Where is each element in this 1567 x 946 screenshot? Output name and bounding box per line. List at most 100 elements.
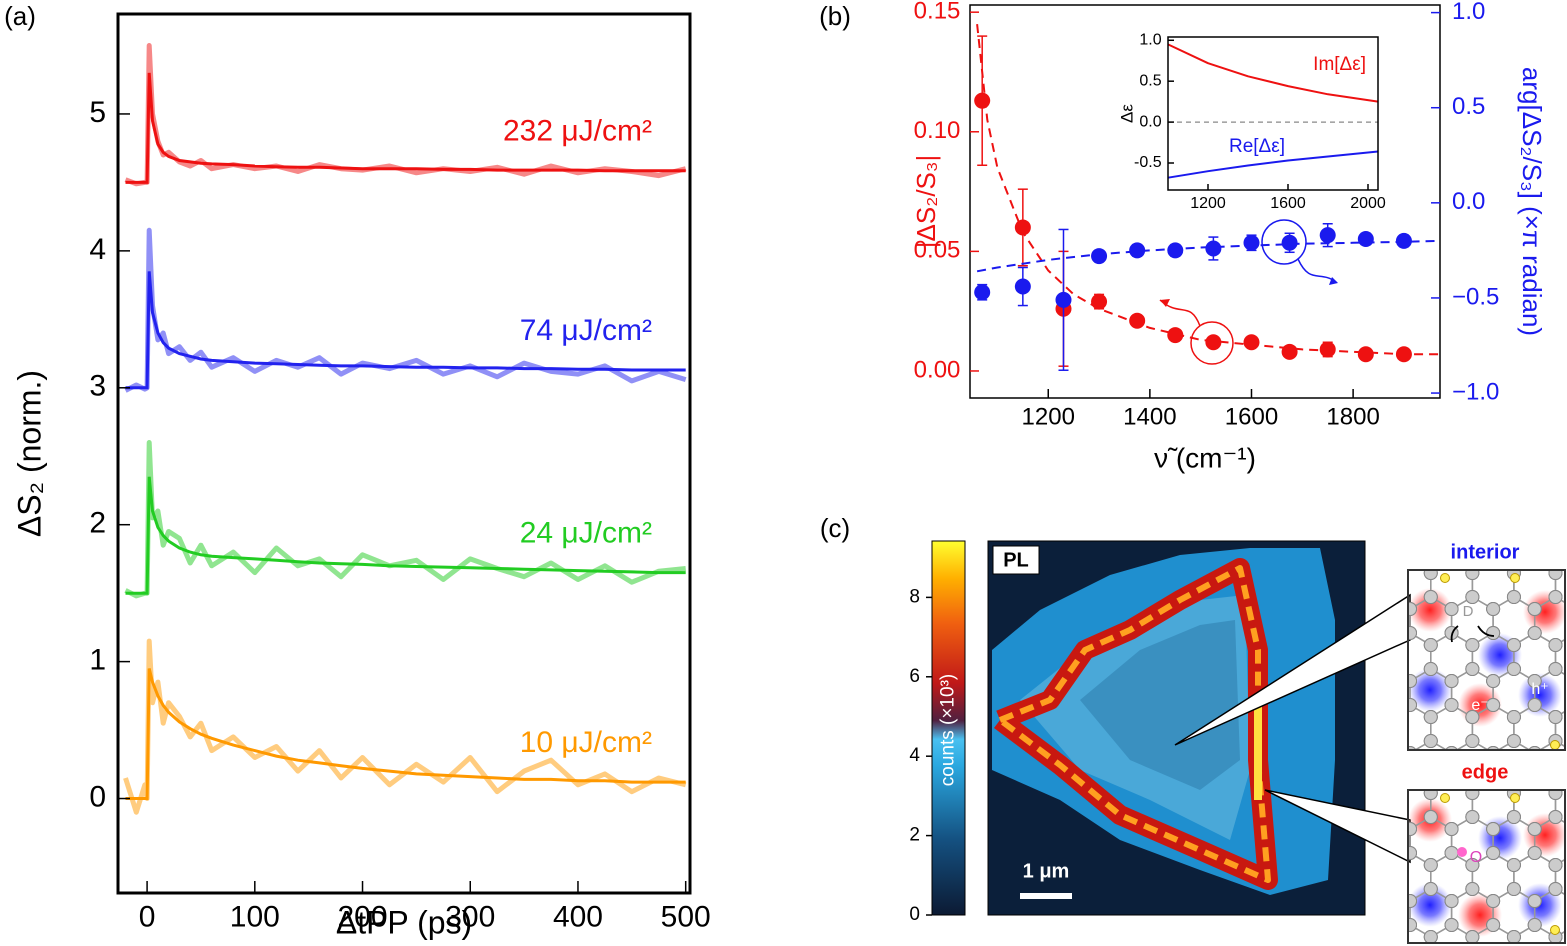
lattice-atom bbox=[1444, 894, 1459, 908]
lattice-atom bbox=[1362, 919, 1375, 932]
hop-arrow bbox=[1477, 625, 1495, 637]
lattice-bond bbox=[1368, 525, 1410, 573]
lattice-atom bbox=[1548, 858, 1563, 872]
lattice-atom bbox=[1383, 711, 1396, 724]
lattice-bond bbox=[1408, 678, 1411, 708]
lattice-atom bbox=[1383, 663, 1396, 676]
y-tick-label: 0.0 bbox=[1139, 113, 1161, 130]
lattice-atom bbox=[1408, 626, 1417, 640]
lattice-atom bbox=[1527, 894, 1542, 908]
schematic-title: interior bbox=[1451, 541, 1520, 563]
lattice-atom bbox=[1383, 787, 1396, 800]
point bbox=[1281, 343, 1298, 360]
annotation-arrowhead bbox=[1160, 299, 1170, 307]
lattice-atom bbox=[1383, 735, 1396, 748]
lattice-bond bbox=[1368, 741, 1410, 789]
lattice-atom bbox=[1445, 775, 1458, 788]
y-tick-label: 0.5 bbox=[1139, 72, 1161, 89]
point bbox=[1129, 242, 1146, 259]
lattice-atom bbox=[1444, 602, 1459, 616]
lattice-atom bbox=[1444, 846, 1459, 860]
lattice-bond bbox=[1471, 570, 1515, 610]
x-tick-label: 100 bbox=[230, 900, 280, 933]
x-tick-label: 1600 bbox=[1225, 404, 1278, 431]
lattice-atom bbox=[1404, 775, 1417, 788]
point bbox=[1014, 278, 1031, 295]
point bbox=[1091, 248, 1108, 265]
lattice-atom bbox=[1444, 918, 1459, 932]
lattice-atom bbox=[1341, 931, 1354, 944]
lattice-atom bbox=[1548, 882, 1563, 896]
lattice-atom bbox=[1445, 775, 1458, 788]
fit-line bbox=[125, 72, 686, 184]
point bbox=[1091, 293, 1108, 310]
lattice-atom bbox=[1423, 570, 1438, 580]
lattice-atom bbox=[1445, 751, 1458, 764]
lattice-atom bbox=[1528, 555, 1541, 568]
lattice-atom bbox=[1548, 662, 1563, 676]
lattice-atom bbox=[1383, 859, 1396, 872]
x-tick-label: 400 bbox=[553, 900, 603, 933]
y-tick-label: 8 bbox=[909, 586, 920, 607]
lattice-atom bbox=[1527, 674, 1542, 688]
lattice-atom bbox=[1423, 790, 1438, 800]
lattice-atom bbox=[1528, 746, 1542, 750]
lattice-atom bbox=[1408, 822, 1417, 836]
lattice-atom bbox=[1528, 555, 1541, 568]
lattice-atom bbox=[1383, 711, 1396, 724]
lattice-atom bbox=[1548, 590, 1563, 604]
point bbox=[1167, 327, 1184, 344]
lattice-atom bbox=[1383, 883, 1396, 896]
lattice-atom bbox=[1423, 590, 1438, 604]
lattice-bond bbox=[1408, 704, 1432, 750]
lattice-atom bbox=[1404, 751, 1417, 764]
lattice-atom bbox=[1465, 710, 1480, 724]
schematic-frame bbox=[1407, 569, 1566, 751]
edge-atom bbox=[1550, 925, 1560, 935]
x-tick-label: 1600 bbox=[1270, 195, 1306, 212]
point bbox=[1129, 312, 1146, 329]
point bbox=[1395, 346, 1412, 363]
series-label: Re[Δε] bbox=[1229, 136, 1285, 157]
lattice-atom bbox=[1506, 930, 1521, 943]
lattice-atom bbox=[1408, 918, 1417, 932]
fit-line bbox=[125, 668, 686, 800]
map-title: PL bbox=[1003, 549, 1029, 571]
y-tick-label: 0.15 bbox=[914, 0, 961, 25]
annotation-arrow bbox=[1297, 258, 1337, 283]
panel-label: (a) bbox=[4, 1, 36, 31]
lattice-atom bbox=[1506, 590, 1521, 604]
y-axis-label: counts (×10³) bbox=[938, 674, 959, 786]
lattice-atom bbox=[1486, 698, 1501, 712]
point bbox=[1357, 346, 1374, 363]
lattice-atom bbox=[1527, 822, 1542, 836]
x-tick-label: 300 bbox=[445, 900, 495, 933]
x-tick-label: 1200 bbox=[1190, 195, 1226, 212]
lattice-atom bbox=[1528, 771, 1541, 784]
lattice-atom bbox=[1465, 570, 1480, 580]
series-label: 10 μJ/cm² bbox=[520, 726, 652, 759]
lattice-atom bbox=[1527, 626, 1542, 640]
lattice-atom bbox=[1383, 567, 1396, 580]
lattice-atom bbox=[1527, 602, 1542, 616]
lattice-atom bbox=[1383, 591, 1396, 604]
lattice-atom bbox=[1465, 858, 1480, 872]
lattice-atom bbox=[1423, 882, 1438, 896]
point bbox=[1281, 234, 1298, 251]
edge-atom bbox=[1440, 793, 1450, 803]
lattice-atom bbox=[1465, 882, 1480, 896]
lattice-atom bbox=[1408, 674, 1417, 688]
lattice-atom bbox=[1383, 883, 1396, 896]
lattice-atom bbox=[1383, 931, 1396, 944]
lattice-bond bbox=[1548, 790, 1563, 794]
lattice-atom bbox=[1486, 846, 1501, 860]
lattice-atom bbox=[1383, 735, 1396, 748]
lattice-atom bbox=[1486, 822, 1501, 836]
schematic-frame bbox=[1407, 789, 1566, 944]
lattice-atom bbox=[1383, 591, 1396, 604]
lattice-atom bbox=[1506, 638, 1521, 652]
y-tick-label: 0.00 bbox=[914, 356, 961, 383]
y-tick-label: 3 bbox=[89, 370, 106, 403]
x-tick-label: 2000 bbox=[1350, 195, 1386, 212]
